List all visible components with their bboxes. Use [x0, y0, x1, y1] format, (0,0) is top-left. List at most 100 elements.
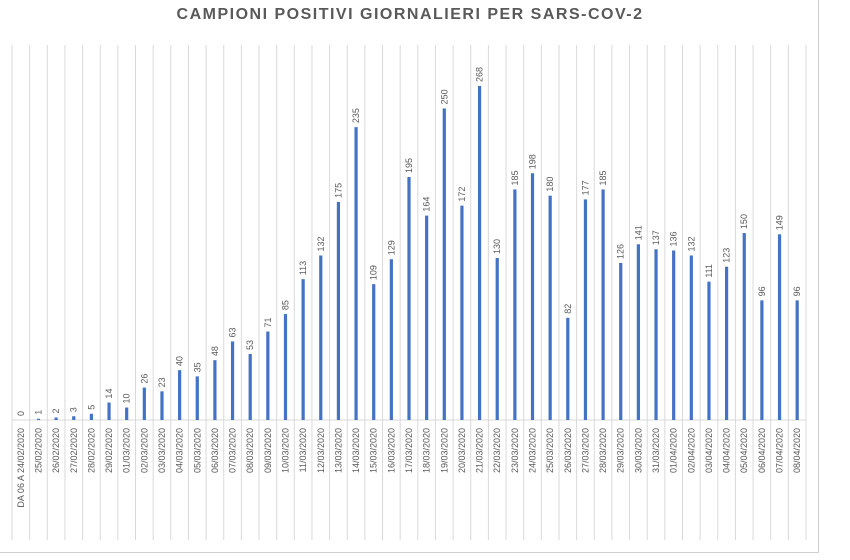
data-label: 268 [475, 67, 485, 82]
data-label: 132 [316, 236, 326, 251]
bar [636, 244, 640, 420]
data-label: 175 [333, 183, 343, 198]
gridlines [11, 45, 807, 540]
data-label: 198 [528, 154, 538, 169]
bar [319, 255, 323, 420]
tick-label: 11/03/2020 [298, 428, 308, 472]
bar [54, 417, 58, 420]
tick-label: 28/03/2020 [598, 428, 608, 473]
bar [336, 201, 341, 420]
tick-label: 28/02/2020 [86, 428, 96, 473]
data-label: 185 [598, 170, 608, 185]
data-label: 35 [192, 362, 202, 372]
bar [407, 176, 411, 420]
data-label: 123 [722, 248, 732, 263]
bar [425, 215, 429, 420]
bar [495, 257, 499, 420]
tick-label: 17/03/2020 [404, 428, 414, 473]
data-label: 71 [263, 317, 273, 327]
bar [89, 413, 93, 420]
bar [107, 402, 111, 420]
tick-label: 23/03/2020 [510, 428, 520, 473]
tick-label: 08/04/2020 [792, 428, 802, 473]
data-label: 130 [492, 239, 502, 254]
data-label: 136 [669, 231, 679, 246]
tick-label: 26/03/2020 [563, 428, 573, 473]
data-label: 10 [122, 394, 132, 404]
data-label: 180 [545, 177, 555, 192]
category-labels: DA 06 A 24/02/2020 25/02/2020 26/02/2020 27… [16, 428, 802, 508]
tick-label: DA 06 A 24/02/2020 [16, 428, 26, 508]
tick-label: 27/02/2020 [69, 428, 79, 473]
bar [72, 416, 76, 420]
tick-label: 20/03/2020 [457, 428, 467, 473]
data-label: 177 [580, 180, 590, 195]
data-label: 195 [404, 158, 414, 173]
data-label: 1 [33, 410, 43, 415]
bar [795, 300, 799, 420]
tick-label: 18/03/2020 [422, 428, 432, 473]
tick-label: 26/02/2020 [51, 428, 61, 473]
tick-label: 16/03/2020 [386, 428, 396, 473]
data-label: 3 [69, 407, 79, 412]
tick-label: 04/03/2020 [175, 428, 185, 473]
data-label: 48 [210, 346, 220, 356]
data-label: 96 [757, 286, 767, 296]
tick-label: 21/03/2020 [475, 428, 485, 473]
tick-label: 09/03/2020 [263, 428, 273, 473]
tick-label: 25/03/2020 [545, 428, 555, 473]
tick-label: 01/03/2020 [122, 428, 132, 473]
bar [530, 173, 535, 420]
data-label: 5 [86, 405, 96, 410]
data-label: 150 [739, 214, 749, 229]
tick-label: 29/02/2020 [104, 428, 114, 473]
bar [654, 249, 658, 420]
tick-label: 05/03/2020 [192, 428, 202, 473]
bar [689, 255, 693, 420]
tick-label: 22/03/2020 [492, 428, 502, 473]
data-label: 126 [616, 244, 626, 259]
bar [742, 233, 746, 420]
bar [548, 195, 552, 420]
tick-label: 31/03/2020 [651, 428, 661, 473]
tick-label: 07/04/2020 [775, 428, 785, 473]
bar [301, 279, 305, 420]
tick-label: 12/03/2020 [316, 428, 326, 473]
bar [725, 266, 729, 420]
bar [230, 341, 235, 420]
data-label: 113 [298, 261, 308, 275]
tick-label: 08/03/2020 [245, 428, 255, 473]
tick-label: 01/04/2020 [669, 428, 679, 473]
bar [266, 331, 270, 420]
data-label: 235 [351, 108, 361, 123]
bar [354, 127, 358, 421]
data-label: 53 [245, 340, 255, 350]
bar [142, 387, 146, 420]
tick-label: 13/03/2020 [333, 428, 343, 473]
data-label: 137 [651, 230, 661, 245]
data-label: 96 [792, 286, 802, 296]
bottom-border [0, 552, 819, 553]
chart-title: CAMPIONI POSITIVI GIORNALIERI PER SARS-C… [176, 6, 644, 23]
tick-label: 07/03/2020 [228, 428, 238, 473]
data-label: 132 [686, 236, 696, 251]
tick-label: 02/04/2020 [686, 428, 696, 473]
data-label: 0 [16, 411, 26, 416]
bar [513, 189, 517, 420]
bar [477, 86, 482, 420]
bar [125, 407, 129, 420]
data-label: 40 [175, 356, 185, 366]
bar [672, 250, 676, 420]
tick-label: 05/04/2020 [739, 428, 749, 473]
data-label: 2 [51, 408, 61, 413]
data-label: 111 [704, 264, 714, 278]
bar [283, 314, 288, 420]
bar [160, 391, 164, 420]
bar [601, 189, 605, 420]
data-label: 141 [633, 225, 643, 240]
data-label: 14 [104, 389, 114, 399]
tick-label: 06/03/2020 [210, 428, 220, 473]
tick-label: 03/04/2020 [704, 428, 714, 473]
